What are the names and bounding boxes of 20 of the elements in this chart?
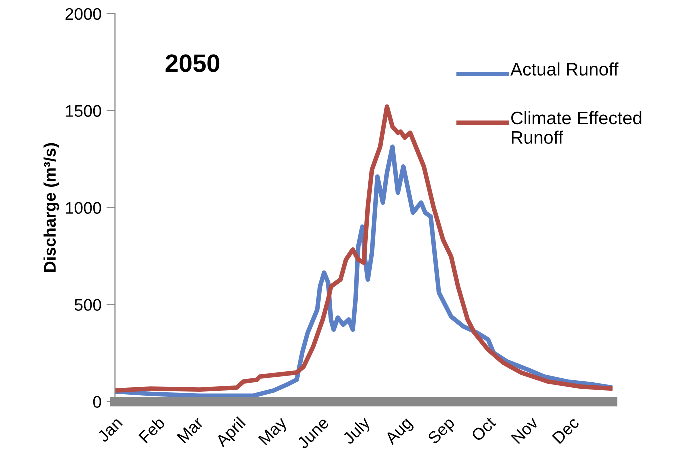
y-tick-label: 1000	[66, 202, 102, 214]
line-series	[115, 144, 613, 398]
legend-label: Climate Effected Runoff	[512, 111, 642, 144]
x-tick-label: Dec	[552, 416, 580, 444]
x-tick-label: Sep	[427, 416, 458, 448]
x-tick-label: Mar	[176, 416, 204, 444]
y-axis-title: Discharge (m³/s)	[44, 143, 60, 272]
y-tick-label: 0	[93, 396, 102, 408]
legend-label: Actual Runoff	[510, 62, 619, 76]
x-tick-label: Aug	[384, 416, 416, 448]
x-tick-label: May	[258, 416, 290, 448]
y-tick-label: 2000	[66, 8, 102, 20]
x-tick-label: Oct	[470, 416, 497, 442]
x-tick-label: Feb	[138, 416, 166, 444]
x-tick-label: July	[342, 416, 374, 448]
y-tick-label: 500	[74, 299, 102, 312]
x-tick-label: Jan	[96, 416, 124, 444]
text: 2050	[166, 54, 220, 72]
x-tick-label: Nov	[511, 416, 540, 444]
y-tick-label: 1500	[66, 105, 102, 118]
